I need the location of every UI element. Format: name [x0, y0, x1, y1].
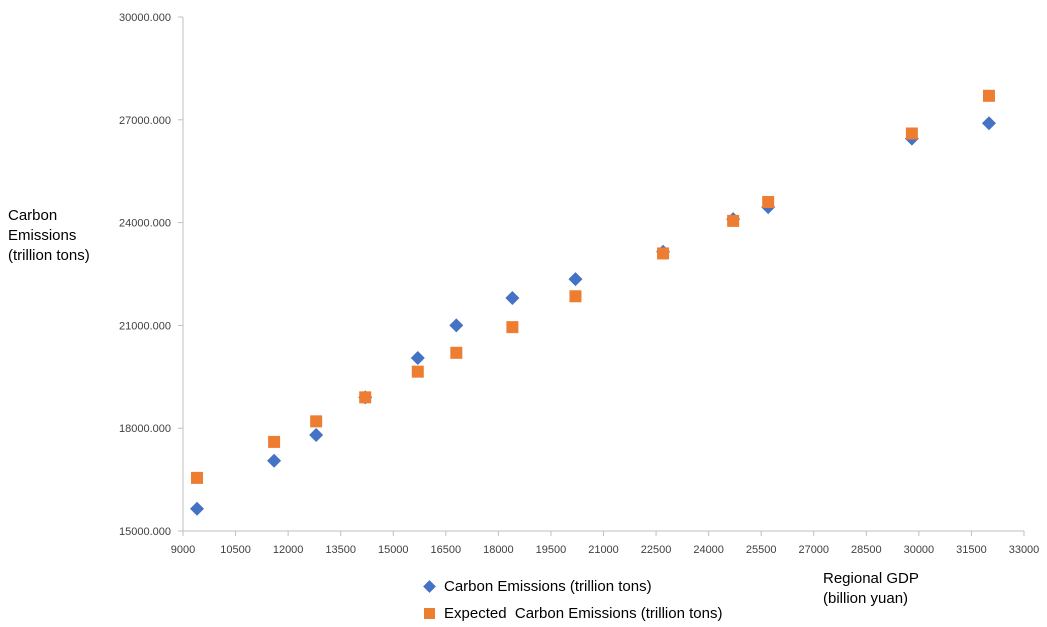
legend-label: Carbon Emissions (trillion tons) — [444, 578, 652, 595]
expected-carbon-emissions-point — [727, 214, 740, 227]
y-axis-label-line: (trillion tons) — [8, 247, 90, 264]
x-tick-label: 19500 — [536, 544, 567, 556]
expected-carbon-emissions-point — [506, 321, 519, 334]
y-tick-label: 21000.000 — [119, 320, 171, 332]
legend: Carbon Emissions (trillion tons) Expecte… — [414, 573, 722, 627]
x-axis-label-line: (billion yuan) — [823, 590, 909, 607]
carbon-emissions-point — [410, 350, 425, 365]
expected-carbon-emissions-point — [905, 127, 918, 140]
y-tick-label: 27000.000 — [119, 115, 171, 127]
y-axis-label-line: Emissions — [8, 227, 77, 244]
x-tick-label: 28500 — [851, 544, 882, 556]
axes — [178, 16, 1025, 536]
carbon-emissions-point — [309, 428, 324, 443]
x-tick-label: 27000 — [798, 544, 829, 556]
carbon-emissions-point — [267, 453, 282, 468]
x-tick-labels: 9000 10500 12000 13500 15000 16500 18000 19500 2… — [171, 544, 1040, 556]
y-tick-label: 18000.000 — [119, 423, 171, 435]
y-tick-label: 30000.000 — [119, 12, 171, 24]
carbon-emissions-point — [449, 318, 464, 333]
x-tick-label: 13500 — [325, 544, 356, 556]
x-axis-label-line: Regional GDP — [823, 570, 919, 587]
expected-carbon-emissions-point — [657, 247, 670, 260]
expected-carbon-emissions-point — [450, 346, 463, 359]
x-axis-label: Regional GDP (billion yuan) — [823, 569, 919, 609]
carbon-emissions-point — [981, 116, 996, 131]
diamond-marker-icon — [414, 580, 444, 593]
data-points — [190, 89, 996, 516]
x-tick-label: 22500 — [641, 544, 672, 556]
legend-label: Expected Carbon Emissions (trillion tons… — [444, 605, 723, 622]
expected-carbon-emissions-point — [310, 415, 323, 428]
expected-carbon-emissions-point — [191, 471, 204, 484]
x-tick-label: 15000 — [378, 544, 409, 556]
expected-carbon-emissions-point — [359, 391, 372, 404]
y-tick-labels: 15000.000 18000.000 21000.000 24000.000 2700… — [119, 12, 171, 538]
x-tick-label: 16500 — [431, 544, 462, 556]
carbon-emissions-point — [568, 272, 583, 287]
x-tick-label: 12000 — [273, 544, 304, 556]
y-axis-label: Carbon Emissions (trillion tons) — [8, 206, 90, 266]
square-marker-icon — [414, 608, 444, 619]
legend-item-carbon-emissions: Carbon Emissions (trillion tons) — [414, 573, 722, 600]
y-tick-label: 15000.000 — [119, 526, 171, 538]
x-tick-label: 24000 — [693, 544, 724, 556]
expected-carbon-emissions-point — [762, 196, 775, 209]
x-tick-label: 25500 — [746, 544, 777, 556]
expected-carbon-emissions-point — [268, 435, 281, 448]
x-tick-label: 21000 — [588, 544, 619, 556]
x-tick-label: 18000 — [483, 544, 514, 556]
legend-item-expected-carbon-emissions: Expected Carbon Emissions (trillion tons… — [414, 600, 722, 627]
carbon-emissions-point — [190, 501, 205, 516]
x-tick-label: 10500 — [220, 544, 251, 556]
carbon-emissions-point — [505, 290, 520, 305]
expected-carbon-emissions-point — [569, 290, 582, 303]
x-tick-label: 9000 — [171, 544, 195, 556]
x-tick-label: 33000 — [1009, 544, 1040, 556]
x-tick-label: 31500 — [956, 544, 987, 556]
x-tick-label: 30000 — [904, 544, 935, 556]
y-tick-label: 24000.000 — [119, 218, 171, 230]
y-axis-label-line: Carbon — [8, 207, 58, 224]
expected-carbon-emissions-point — [982, 89, 995, 102]
expected-carbon-emissions-point — [411, 365, 424, 378]
